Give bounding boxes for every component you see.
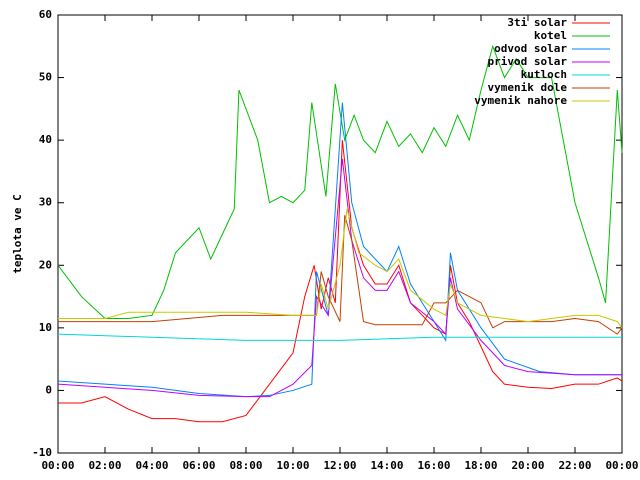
x-tick-label: 12:00 [323,459,356,472]
x-tick-label: 08:00 [229,459,262,472]
x-tick-label: 14:00 [370,459,403,472]
x-tick-label: 00:00 [41,459,74,472]
x-tick-label: 02:00 [88,459,121,472]
y-tick-label: 50 [39,71,52,84]
legend-label: vymenik nahore [474,94,567,107]
x-tick-label: 06:00 [182,459,215,472]
series-line [58,208,623,329]
y-axis-label: teplota ve C [11,194,24,273]
y-tick-label: 30 [39,196,52,209]
x-tick-label: 04:00 [135,459,168,472]
legend-label: privod solar [488,55,568,68]
x-tick-label: 16:00 [417,459,450,472]
legend-label: kotel [534,29,567,42]
legend-label: vymenik dole [488,81,568,94]
series-line [57,102,622,398]
legend-label: odvod solar [494,42,567,55]
y-tick-label: -10 [32,446,52,459]
series-line [57,158,622,398]
x-tick-label: 18:00 [464,459,497,472]
y-tick-label: 0 [45,383,52,396]
y-tick-label: 60 [39,8,52,21]
legend-label: 3ti solar [507,16,567,29]
series-line [57,44,623,319]
series-line [58,140,623,423]
series-line [58,215,623,335]
x-tick-label: 20:00 [511,459,544,472]
y-tick-label: 40 [39,133,52,146]
x-tick-label: 10:00 [276,459,309,472]
y-tick-label: 10 [39,321,52,334]
series-line [57,333,622,341]
x-tick-label: 22:00 [558,459,591,472]
x-tick-label: 00:00 [605,459,638,472]
legend-label: kutloch [521,68,567,81]
y-tick-label: 20 [39,258,52,271]
